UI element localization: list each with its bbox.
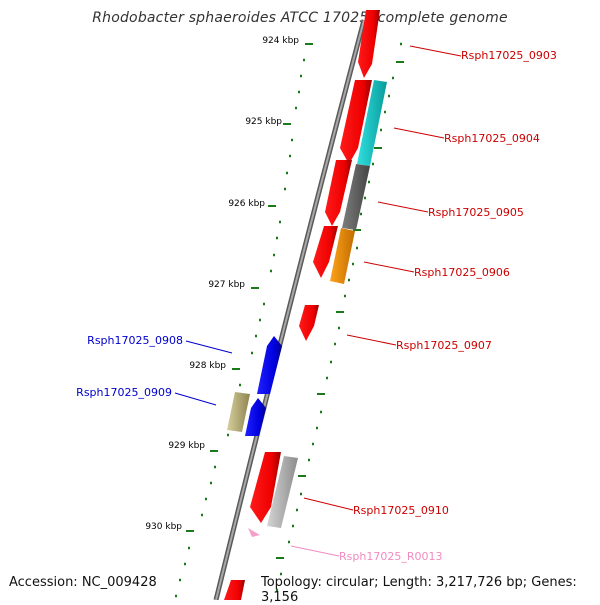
orange-feature bbox=[330, 228, 355, 284]
ruler-right-ticks bbox=[276, 42, 404, 592]
gene-label-0910[interactable]: Rsph17025_0910 bbox=[353, 504, 449, 517]
reverse-strand-genes bbox=[227, 336, 282, 436]
gene-bottom-arrow bbox=[224, 580, 245, 600]
ruler-major-ticks bbox=[186, 43, 313, 532]
gene-0910-arrow bbox=[250, 452, 281, 523]
gene-0905-arrow bbox=[325, 160, 352, 226]
ruler-label: 924 kbp bbox=[262, 36, 299, 46]
gene-label-0903[interactable]: Rsph17025_0903 bbox=[461, 49, 557, 62]
ruler-label: 927 kbp bbox=[208, 280, 245, 290]
gene-label-0905[interactable]: Rsph17025_0905 bbox=[428, 206, 524, 219]
topology-text: Topology: circular; Length: 3,217,726 bp… bbox=[261, 575, 577, 605]
ruler-label: 928 kbp bbox=[189, 361, 226, 371]
gene-0906-arrow bbox=[313, 226, 338, 278]
genome-backbone bbox=[213, 19, 367, 600]
gene-0907-arrow bbox=[299, 305, 319, 341]
feature-track bbox=[267, 80, 387, 528]
position-ruler bbox=[175, 42, 404, 598]
ruler-label: 925 kbp bbox=[245, 117, 282, 127]
gene-0903-arrow bbox=[358, 10, 380, 78]
ruler-label: 929 kbp bbox=[168, 441, 205, 451]
map-title: Rhodobacter sphaeroides ATCC 17025, comp… bbox=[92, 10, 508, 26]
gene-label-0904[interactable]: Rsph17025_0904 bbox=[444, 132, 540, 145]
cyan-feature bbox=[357, 80, 387, 166]
forward-strand-genes bbox=[224, 10, 380, 600]
gene-label-r0013[interactable]: Rsph17025_R0013 bbox=[339, 550, 442, 563]
gene-0909-arrow bbox=[245, 398, 266, 436]
gene-0908-arrow bbox=[257, 336, 282, 394]
ruler-minor-ticks-left bbox=[175, 58, 305, 598]
ruler-label: 926 kbp bbox=[228, 199, 265, 209]
olive-feature bbox=[227, 392, 250, 432]
gene-0904-arrow bbox=[340, 80, 372, 164]
gene-label-0909[interactable]: Rsph17025_0909 bbox=[76, 386, 172, 399]
label-leader-lines bbox=[174, 45, 462, 557]
light-gray-feature bbox=[267, 456, 298, 528]
gene-label-0907[interactable]: Rsph17025_0907 bbox=[396, 339, 492, 352]
gene-label-0908[interactable]: Rsph17025_0908 bbox=[87, 334, 183, 347]
accession-text: Accession: NC_009428 bbox=[9, 575, 157, 590]
gene-label-0906[interactable]: Rsph17025_0906 bbox=[414, 266, 510, 279]
ruler-label: 930 kbp bbox=[145, 522, 182, 532]
rna-feature bbox=[248, 528, 260, 537]
dark-gray-feature bbox=[342, 164, 370, 230]
